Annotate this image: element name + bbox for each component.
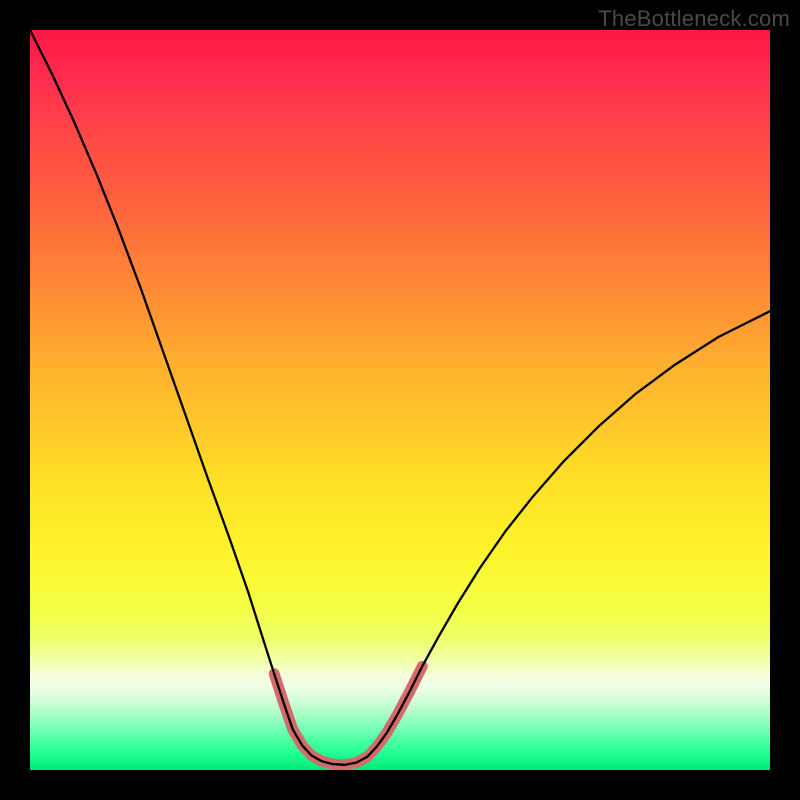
chart-frame: TheBottleneck.com [0, 0, 800, 800]
watermark-text: TheBottleneck.com [598, 6, 790, 32]
plot-svg [30, 30, 770, 770]
plot-area [30, 30, 770, 770]
gradient-background [30, 30, 770, 770]
